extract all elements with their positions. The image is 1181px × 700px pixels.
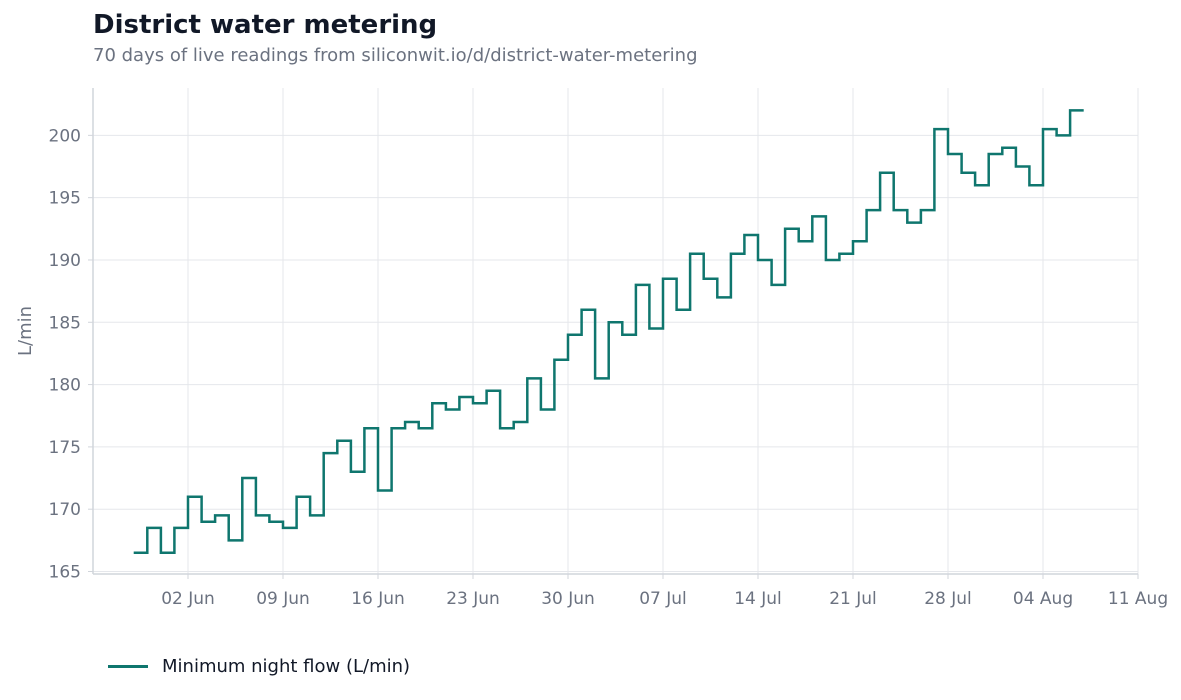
x-tick-label: 07 Jul — [639, 589, 687, 609]
step-line-chart: 165 170 175 180 185 190 195 200 02 Jun 09 Jun 16 J… — [15, 88, 1168, 609]
y-tick-label: 185 — [49, 313, 81, 333]
chart-subtitle: 70 days of live readings from siliconwit… — [93, 45, 698, 66]
x-tick-label: 04 Aug — [1013, 589, 1073, 609]
y-tick-label: 190 — [49, 251, 81, 271]
x-tick-label: 11 Aug — [1108, 589, 1168, 609]
x-tick-label: 02 Jun — [161, 589, 215, 609]
y-tick-label: 170 — [49, 500, 81, 520]
legend: Minimum night flow (L/min) — [108, 656, 410, 677]
series-line-min-night-flow — [133, 109, 1084, 555]
y-tick-label: 200 — [49, 126, 81, 146]
y-axis-label: L/min — [15, 306, 36, 356]
legend-swatch — [108, 665, 148, 668]
y-tick-label: 165 — [49, 563, 81, 583]
x-tick-label: 21 Jul — [829, 589, 877, 609]
y-tick-label: 175 — [49, 438, 81, 458]
x-tick-label: 23 Jun — [446, 589, 500, 609]
x-tick-label: 09 Jun — [256, 589, 310, 609]
chart-title: District water metering — [93, 10, 438, 40]
x-tick-label: 30 Jun — [541, 589, 595, 609]
x-tick-label: 16 Jun — [351, 589, 405, 609]
x-tick-label: 14 Jul — [734, 589, 782, 609]
x-tick-label: 28 Jul — [924, 589, 972, 609]
y-tick-label: 195 — [49, 189, 81, 209]
legend-label: Minimum night flow (L/min) — [162, 656, 411, 677]
y-tick-label: 180 — [49, 376, 81, 396]
